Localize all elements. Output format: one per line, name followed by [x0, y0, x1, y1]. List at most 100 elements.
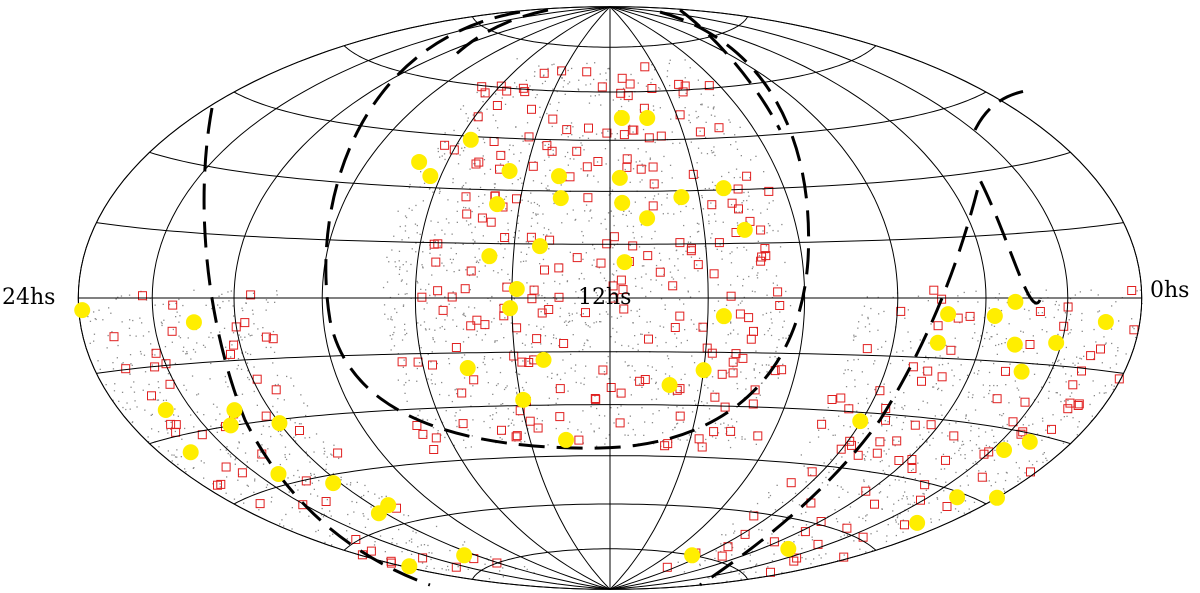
speckle-dot [966, 475, 968, 477]
red-square [572, 146, 582, 156]
speckle-dot [971, 449, 973, 452]
speckle-dot [854, 385, 856, 388]
speckle-dot [803, 465, 805, 467]
speckle-dot [754, 291, 756, 293]
red-square [941, 455, 950, 465]
red-square [742, 171, 752, 181]
speckle-dot [827, 515, 829, 518]
speckle-dot [600, 321, 602, 323]
speckle-dot [437, 150, 439, 153]
speckle-dot [552, 153, 554, 155]
speckle-dot [507, 425, 509, 427]
speckle-dot [1081, 330, 1083, 332]
speckle-dot [843, 425, 845, 427]
speckle-dot [437, 221, 439, 223]
speckle-dot [1103, 392, 1105, 394]
speckle-dot [398, 528, 400, 531]
speckle-dot [978, 470, 980, 472]
red-square [480, 320, 490, 330]
speckle-dot [245, 351, 247, 353]
speckle-dot [543, 159, 546, 161]
red-square [875, 437, 885, 447]
speckle-dot [759, 394, 761, 396]
speckle-dot [203, 462, 205, 464]
red-square [252, 374, 262, 384]
speckle-dot [668, 62, 670, 65]
speckle-dot [778, 339, 780, 341]
red-square [942, 502, 952, 511]
speckle-dot [184, 468, 186, 470]
speckle-dot [738, 573, 740, 575]
red-square [431, 433, 441, 443]
speckle-dot [536, 408, 538, 410]
speckle-dot [957, 440, 959, 442]
speckle-dot [781, 501, 784, 504]
speckle-dot [594, 95, 596, 97]
speckle-dot [272, 405, 274, 408]
speckle-dot [1098, 392, 1101, 394]
speckle-dot [1048, 381, 1051, 384]
speckle-dot [834, 509, 836, 511]
speckle-dot [461, 356, 463, 359]
speckle-dot [634, 370, 636, 372]
speckle-dot [251, 309, 254, 311]
speckle-dot [559, 283, 561, 285]
speckle-dot [464, 146, 466, 149]
red-square [663, 439, 673, 449]
speckle-dot [731, 425, 734, 427]
speckle-dot [401, 279, 403, 281]
speckle-dot [1097, 294, 1099, 296]
speckle-dot [1054, 303, 1056, 306]
speckle-dot [241, 393, 244, 395]
speckle-dot [1139, 289, 1142, 291]
speckle-dot [897, 499, 900, 502]
speckle-dot [423, 544, 426, 546]
speckle-dot [734, 134, 736, 136]
speckle-dot [1043, 452, 1045, 454]
speckle-dot [671, 276, 673, 278]
speckle-dot [908, 364, 910, 366]
speckle-dot [182, 350, 184, 352]
speckle-dot [999, 414, 1001, 416]
speckle-dot [539, 116, 541, 118]
source [613, 110, 630, 127]
speckle-dot [528, 246, 530, 249]
speckle-dot [996, 385, 998, 387]
speckle-dot [689, 121, 691, 124]
speckle-dot [182, 304, 184, 307]
speckle-dot [1103, 336, 1105, 338]
speckle-dot [708, 408, 711, 410]
speckle-dot [559, 378, 562, 381]
speckle-dot [435, 418, 437, 421]
speckle-dot [571, 313, 573, 315]
speckle-dot [1079, 291, 1081, 293]
speckle-dot [567, 83, 569, 85]
speckle-dot [1080, 358, 1083, 360]
speckle-dot [827, 428, 830, 431]
speckle-dot [537, 295, 539, 297]
speckle-dot [928, 484, 931, 486]
speckle-dot [988, 307, 990, 309]
speckle-dot [867, 428, 869, 430]
speckle-dot [226, 446, 228, 448]
speckle-dot [741, 436, 743, 438]
speckle-dot [382, 286, 385, 289]
speckle-dot [679, 142, 681, 144]
red-square [321, 497, 331, 506]
speckle-dot [1062, 366, 1064, 369]
red-square [161, 359, 171, 369]
speckle-dot [772, 229, 774, 232]
speckle-dot [396, 543, 398, 545]
speckle-dot [599, 73, 601, 75]
speckle-dot [830, 458, 832, 461]
speckle-dot [680, 342, 682, 344]
speckle-dot [953, 441, 955, 443]
speckle-dot [165, 399, 167, 401]
speckle-dot [561, 270, 563, 272]
speckle-dot [1077, 426, 1079, 428]
speckle-dot [404, 392, 406, 394]
red-square [908, 362, 918, 372]
speckle-dot [122, 406, 124, 409]
speckle-dot [582, 258, 584, 260]
speckle-dot [897, 523, 900, 525]
